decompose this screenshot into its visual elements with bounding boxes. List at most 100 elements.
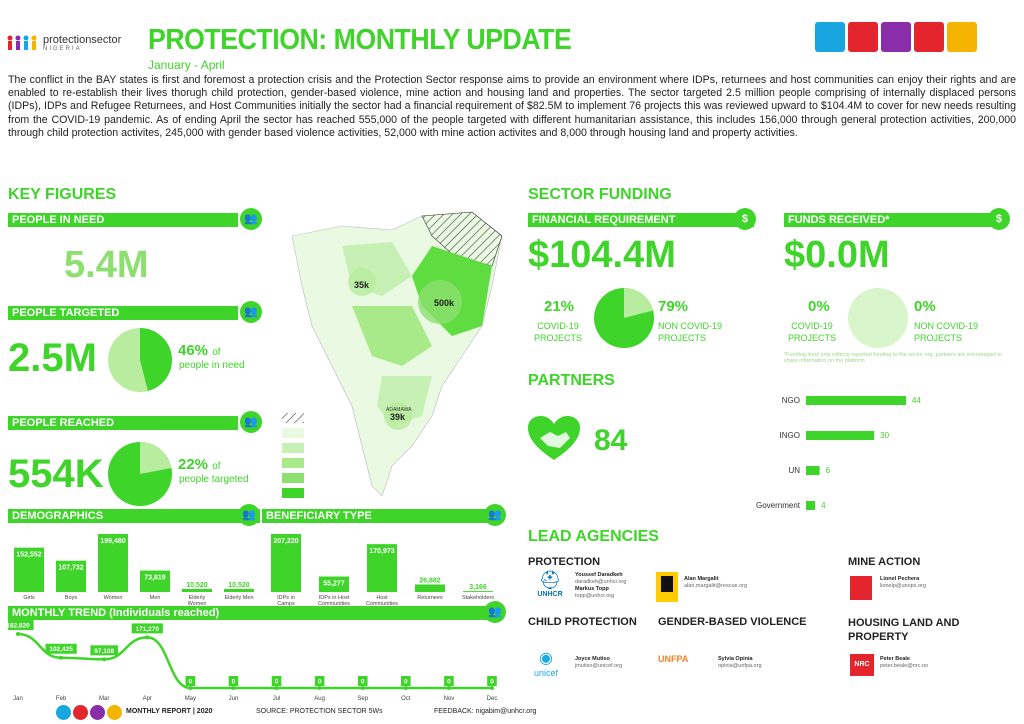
trend-label-box <box>228 676 239 686</box>
logo-text: protectionsector <box>43 34 122 46</box>
people-targeted-value: 2.5M <box>8 336 97 380</box>
trend-label-box <box>271 676 282 686</box>
targeted-note: people in need <box>179 360 245 371</box>
category-label: Elderly Men <box>224 595 253 601</box>
req-covid-label: COVID-19 PROJECTS <box>533 321 582 343</box>
trend-value-label: 102,425 <box>49 646 73 653</box>
partner-bar <box>806 431 875 440</box>
category-label: Communities <box>366 601 398 607</box>
month-label: Apr <box>143 696 152 702</box>
partner-type-label: UN <box>788 466 800 475</box>
page-title: PROTECTION: MONTHLY UPDATE <box>148 24 572 56</box>
child-contacts: Joyce Mutiso jmutiso@unicef.org <box>575 656 623 669</box>
targeted-pie-slice <box>140 328 172 391</box>
trend-point <box>490 686 494 690</box>
partner-count: 30 <box>880 431 889 440</box>
trend-label-box <box>185 676 196 686</box>
map-label-borno-west: 35k <box>354 280 370 290</box>
trend-point <box>145 635 150 640</box>
trend-value-label: 0 <box>318 679 322 686</box>
month-label: Oct <box>401 696 411 702</box>
month-label: Jul <box>273 696 281 702</box>
partner-type-label: INGO <box>780 431 800 440</box>
beneficiary-icon: 👥 <box>484 504 506 526</box>
trend-label-box <box>45 643 77 654</box>
trend-point <box>274 686 279 690</box>
bar <box>271 534 301 592</box>
funds-received-value: $0.0M <box>784 234 890 276</box>
bar-value-label: 3,166 <box>469 584 487 591</box>
partners-total: 84 <box>594 424 628 457</box>
trend-label-box <box>131 623 163 634</box>
hlp-title: HOUSING LAND AND PROPERTY <box>848 617 960 643</box>
trend-point <box>16 632 20 636</box>
category-label: Women <box>104 595 123 601</box>
bar <box>319 576 349 592</box>
month-label: Jun <box>229 696 239 702</box>
protection-title: PROTECTION <box>528 556 601 568</box>
trend-label-box <box>8 620 34 630</box>
category-label: Stakeholders <box>462 595 494 601</box>
trend-label-box <box>314 676 325 686</box>
unhcr-logo: ⛑ UNHCR <box>537 570 563 598</box>
partners-chart: NGO 44 INGO 30 UN 6 Government 4 <box>756 396 921 510</box>
partner-count: 4 <box>821 501 826 510</box>
bar-value-label: 55,277 <box>323 581 345 588</box>
logo: protectionsector NIGERIA <box>6 34 156 52</box>
nrc-logo: NRC <box>850 654 874 676</box>
key-figures-title: KEY FIGURES <box>8 186 117 203</box>
trend-value-label: 182,820 <box>8 623 30 630</box>
trend-label-box <box>401 676 411 686</box>
logo-subtext: NIGERIA <box>43 46 82 52</box>
requirement-pie-slice <box>624 288 654 318</box>
trend-value-label: 97,108 <box>94 648 114 655</box>
month-label: Jan <box>13 696 23 702</box>
partner-bar <box>806 466 820 475</box>
bar <box>182 588 212 592</box>
irc-contacts: Alan Margalit alan.margalit@rescue.org <box>684 576 748 589</box>
trend-label-box <box>90 645 118 656</box>
target-people-icon: 👥 <box>240 301 262 323</box>
trend-icon: 👥 <box>484 601 506 623</box>
people-reached-value: 554K <box>8 452 104 496</box>
funds-received-label: FUNDS RECEIVED* <box>784 213 1006 227</box>
people-in-need-value: 5.4M <box>64 244 149 286</box>
demographics-title: DEMOGRAPHICS <box>8 509 260 523</box>
protection-contacts: Youssef Daradkeh daradkeh@unhcr.org Mark… <box>575 572 627 599</box>
trend-value-label: 171,270 <box>136 626 160 633</box>
trend-point <box>188 686 193 690</box>
req-covid-pct: 21% <box>544 298 575 315</box>
rec-covid-pct: 0% <box>808 298 830 315</box>
footer-report: MONTHLY REPORT | 2020 <box>126 708 213 715</box>
trend-value-label: 0 <box>447 679 451 686</box>
mine-icon <box>914 22 944 52</box>
requirement-pie <box>594 288 654 348</box>
bar-value-label: 10,520 <box>186 582 208 589</box>
map-name-adamawa: ADAMAWA <box>386 407 412 413</box>
targeted-pct: 46% of <box>178 342 221 359</box>
crowd-icon: 👥 <box>238 504 260 526</box>
beneficiary-type-title: BENEFICIARY TYPE <box>262 509 502 523</box>
funding-footnote: *Funding level only reflects reported fu… <box>784 352 1002 364</box>
trend-point <box>446 686 451 690</box>
trend-point <box>317 686 322 690</box>
handshake-icon <box>528 416 580 460</box>
category-label: Girls <box>23 595 35 601</box>
gbv-contacts: Sylvia Opinia opinia@unfpa.org <box>718 656 762 669</box>
money-bag-icon: $ <box>734 208 756 230</box>
trend-value-label: 0 <box>232 679 236 686</box>
partner-bar <box>806 501 816 510</box>
coverage-map: 35k 500k ADAMAWA 39k <box>282 211 503 498</box>
financial-requirement-label: FINANCIAL REQUIREMENT <box>528 213 754 227</box>
footer-dot <box>73 705 88 720</box>
people-reached-label: PEOPLE REACHED <box>8 416 238 430</box>
req-noncovid-pct: 79% <box>658 298 689 315</box>
bar-value-label: 107,732 <box>58 565 83 572</box>
house-icon <box>947 22 977 52</box>
partner-count: 6 <box>826 466 831 475</box>
trend-point <box>102 657 107 662</box>
sector-funding-title: SECTOR FUNDING <box>528 186 672 203</box>
bar <box>98 534 128 592</box>
trend-point <box>403 686 408 690</box>
people-icon <box>848 22 878 52</box>
